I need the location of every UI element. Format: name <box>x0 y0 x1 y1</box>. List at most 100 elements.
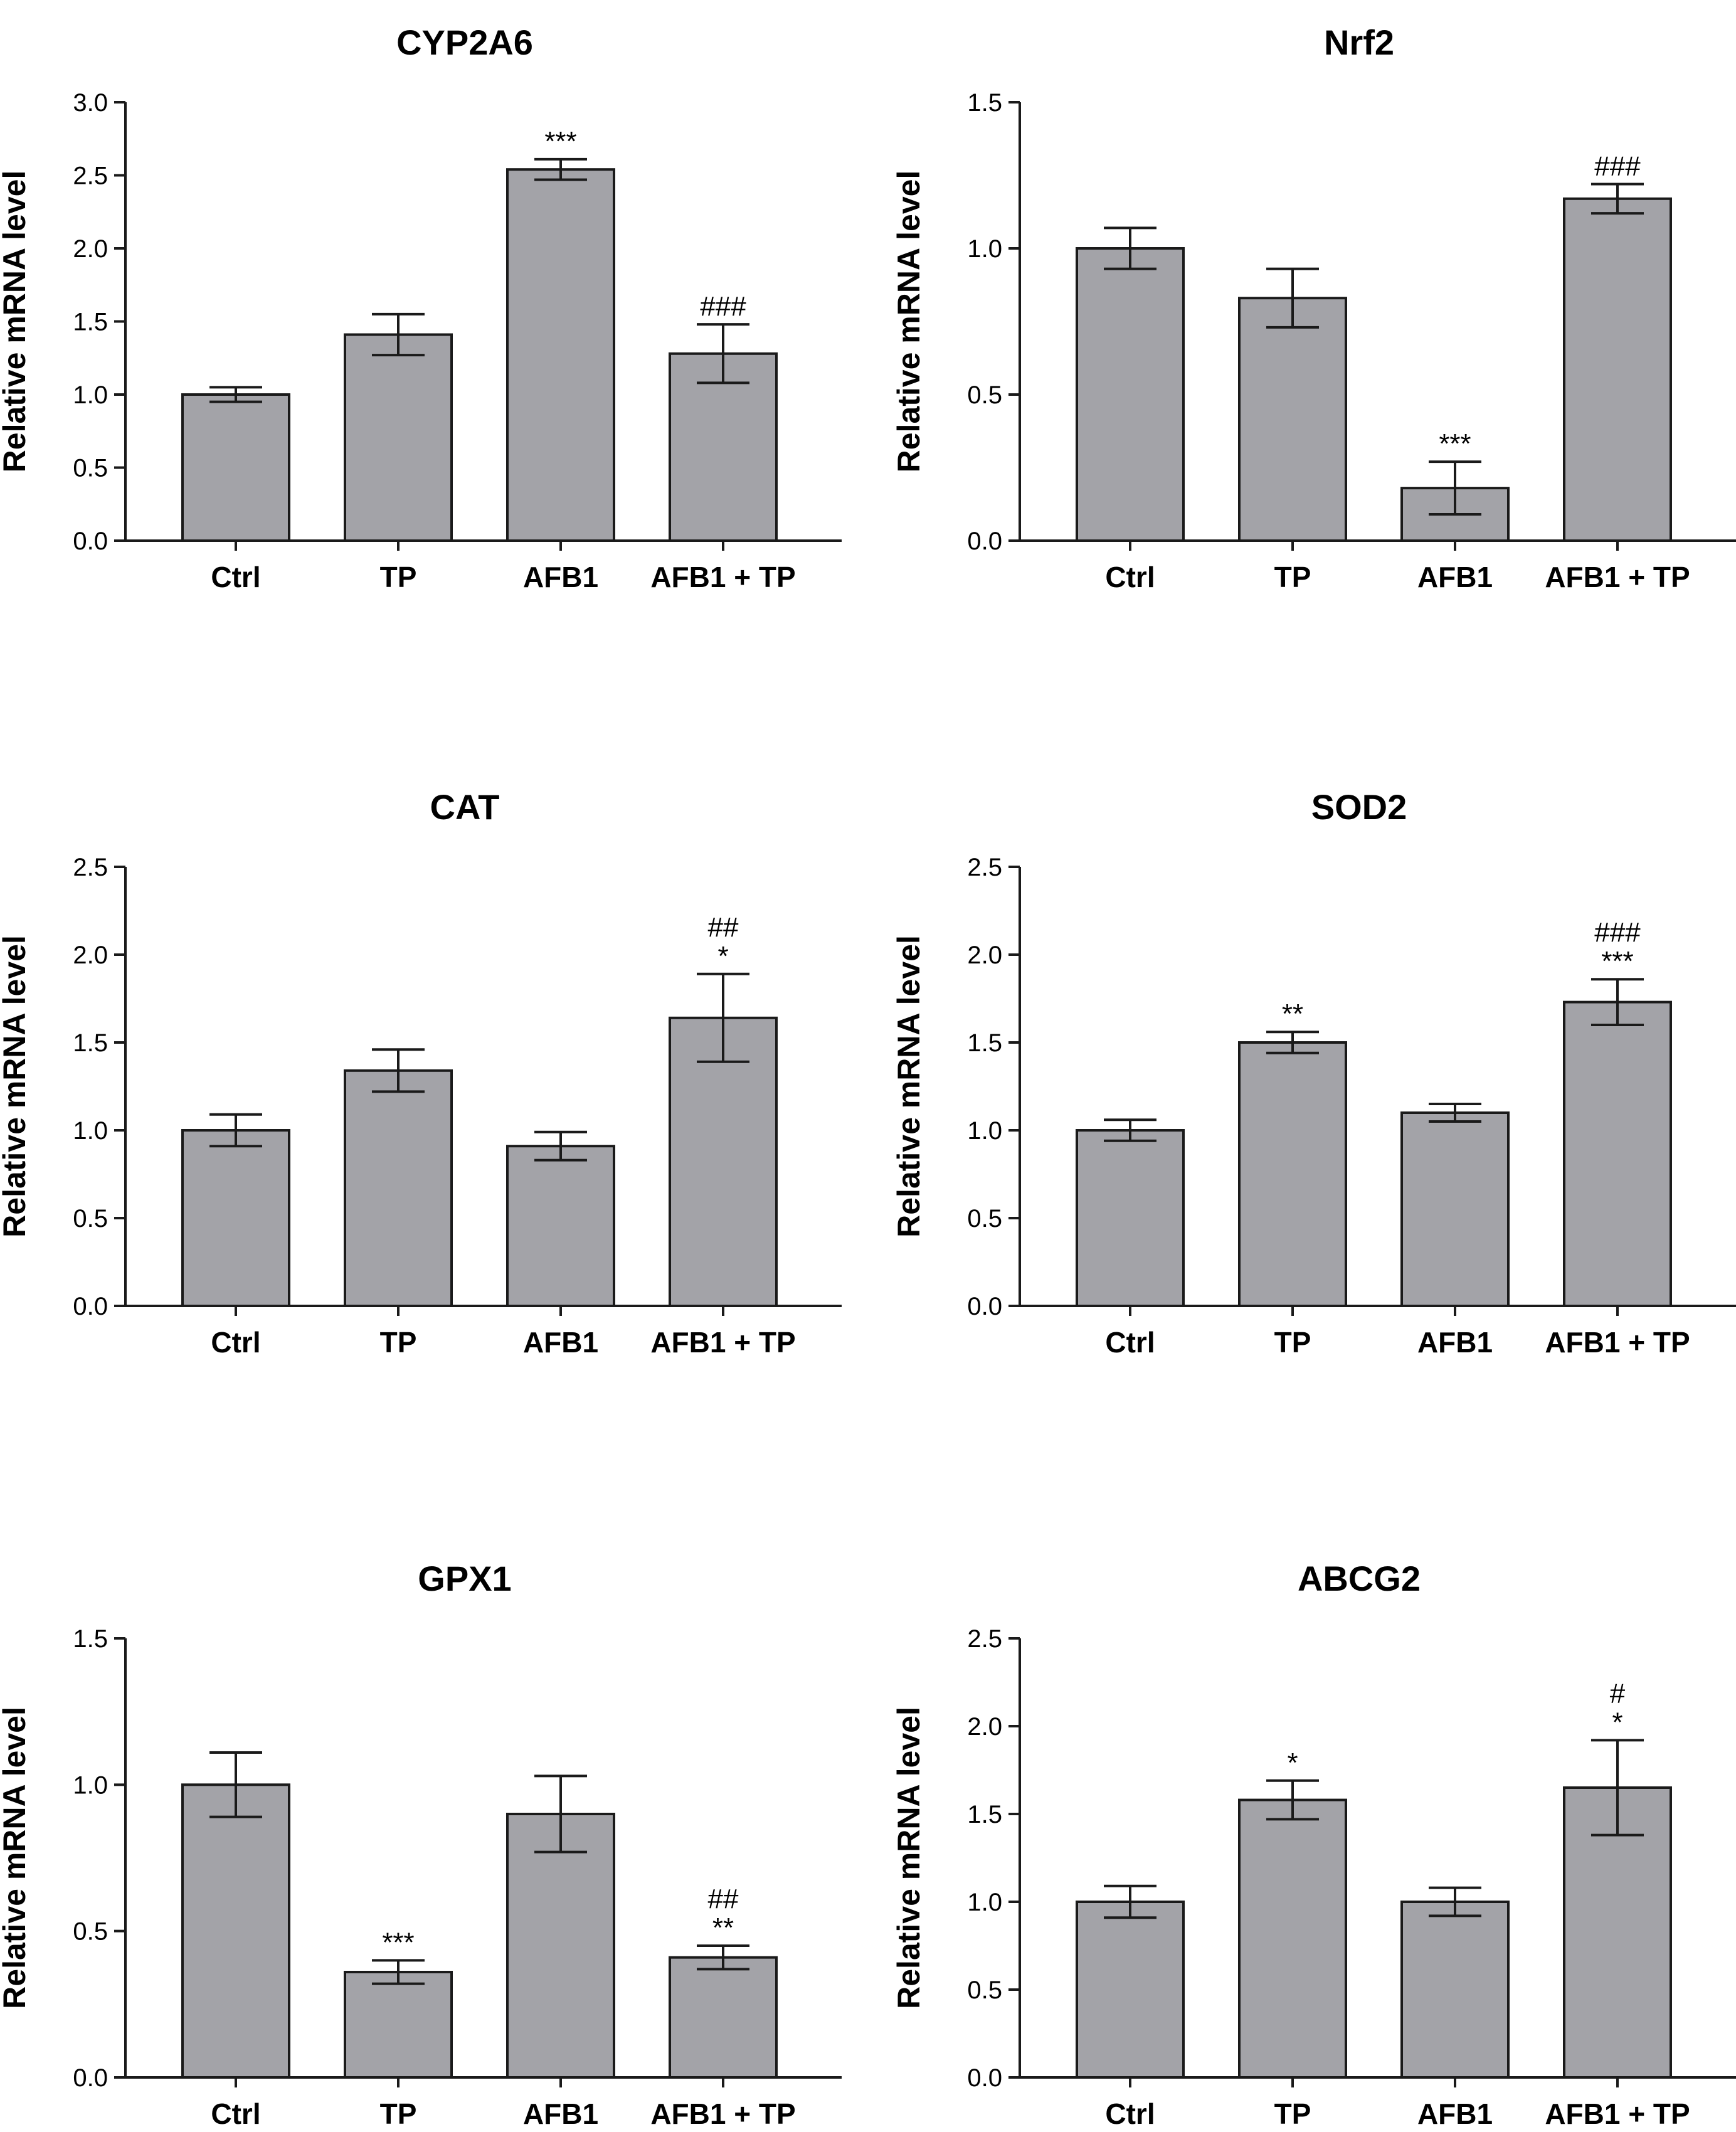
x-tick-label: Ctrl <box>1105 2098 1155 2130</box>
bar-chart-abcg2: ABCG2 Relative mRNA level 0.0 0.5 1.0 1.5 2.0 2… <box>891 1559 1736 2130</box>
bar <box>669 1956 778 2079</box>
x-tick-label: AFB1 + TP <box>650 2098 795 2130</box>
y-tick-label: 1.5 <box>73 1625 108 1653</box>
y-tick-label: 1.0 <box>967 1117 1002 1145</box>
x-tick-label: AFB1 <box>523 1326 598 1359</box>
y-tick-label: 0.5 <box>73 1918 108 1946</box>
x-tick-label: TP <box>380 561 417 593</box>
bar-chart-cyp2a6: CYP2A6 Relative mRNA level 0.0 0.5 1.0 1.5 2.0… <box>0 23 842 593</box>
significance-marker: ** <box>712 1912 734 1943</box>
y-tick-label: 1.0 <box>967 1889 1002 1916</box>
x-tick-label: Ctrl <box>1105 561 1155 593</box>
y-tick-label: 0.0 <box>73 2064 108 2092</box>
y-axis-label: Relative mRNA level <box>891 1707 926 2009</box>
significance-marker: ** <box>1282 999 1303 1029</box>
bar <box>344 333 453 542</box>
significance-marker: *** <box>1439 428 1471 459</box>
y-tick-label: 0.0 <box>73 1293 108 1320</box>
significance-marker: ### <box>1594 151 1641 181</box>
x-tick-label: AFB1 <box>523 561 598 593</box>
y-tick-label: 1.0 <box>967 235 1002 263</box>
chart-title: Nrf2 <box>1324 23 1394 62</box>
y-tick-label: 1.0 <box>73 1117 108 1145</box>
bar <box>506 168 615 542</box>
x-tick-label: Ctrl <box>211 561 260 593</box>
significance-marker: # <box>1610 1678 1626 1709</box>
bar <box>1238 297 1347 542</box>
y-axis-label: Relative mRNA level <box>0 1707 32 2009</box>
significance-marker: * <box>717 941 728 972</box>
bar <box>1238 1798 1347 2079</box>
bar <box>344 1971 453 2079</box>
bar <box>344 1069 453 1308</box>
x-tick-label: TP <box>1274 2098 1311 2130</box>
x-tick-label: TP <box>1274 561 1311 593</box>
x-tick-label: AFB1 <box>523 2098 598 2130</box>
y-tick-label: 3.0 <box>73 89 108 117</box>
bar <box>669 352 778 542</box>
y-axis-label: Relative mRNA level <box>891 171 926 473</box>
x-tick-label: TP <box>1274 1326 1311 1359</box>
y-tick-label: 1.5 <box>73 309 108 336</box>
bar <box>1076 247 1185 542</box>
y-tick-label: 2.0 <box>967 941 1002 969</box>
y-tick-label: 2.5 <box>967 1625 1002 1653</box>
x-tick-label: TP <box>380 2098 417 2130</box>
bar <box>181 393 290 542</box>
y-tick-label: 1.0 <box>73 1771 108 1799</box>
y-tick-label: 0.5 <box>73 455 108 482</box>
bar <box>1400 1901 1510 2079</box>
significance-marker: ## <box>708 912 739 943</box>
significance-marker: *** <box>382 1927 414 1958</box>
bar <box>506 1813 615 2079</box>
bar <box>1563 197 1672 542</box>
bar-chart-gpx1: GPX1 Relative mRNA level 0.0 0.5 1.0 1.5 Ctrl T… <box>0 1559 842 2130</box>
x-tick-label: Ctrl <box>1105 1326 1155 1359</box>
bar <box>181 1783 290 2079</box>
bar-chart-sod2: SOD2 Relative mRNA level 0.0 0.5 1.0 1.5 2.0 2.… <box>891 787 1736 1359</box>
bar <box>1238 1041 1347 1307</box>
bar <box>669 1016 778 1308</box>
y-axis-label: Relative mRNA level <box>0 935 32 1238</box>
significance-marker: ## <box>708 1884 739 1914</box>
y-axis-label: Relative mRNA level <box>891 935 926 1238</box>
x-tick-label: AFB1 <box>1417 561 1493 593</box>
y-tick-label: 0.5 <box>73 1205 108 1233</box>
x-tick-label: Ctrl <box>211 2098 260 2130</box>
significance-marker: ### <box>1594 917 1641 948</box>
y-tick-label: 1.0 <box>73 381 108 409</box>
significance-marker: ### <box>700 291 746 322</box>
x-tick-label: AFB1 + TP <box>1545 561 1690 593</box>
bar <box>1076 1901 1185 2079</box>
x-tick-label: AFB1 + TP <box>1545 1326 1690 1359</box>
x-tick-label: AFB1 <box>1417 2098 1493 2130</box>
significance-marker: *** <box>1601 946 1633 977</box>
x-tick-label: Ctrl <box>211 1326 260 1359</box>
bar <box>181 1129 290 1307</box>
y-tick-label: 1.5 <box>967 89 1002 117</box>
x-tick-label: AFB1 + TP <box>650 1326 795 1359</box>
chart-title: SOD2 <box>1311 787 1407 827</box>
bar <box>1563 1000 1672 1307</box>
y-tick-label: 1.5 <box>73 1029 108 1057</box>
bar <box>1076 1129 1185 1307</box>
chart-title: ABCG2 <box>1298 1559 1421 1598</box>
y-axis-label: Relative mRNA level <box>0 171 32 473</box>
y-tick-label: 0.0 <box>967 2064 1002 2092</box>
bar <box>506 1145 615 1307</box>
y-tick-label: 1.5 <box>967 1801 1002 1828</box>
y-tick-label: 2.0 <box>73 941 108 969</box>
significance-marker: * <box>1612 1707 1622 1737</box>
y-tick-label: 0.5 <box>967 1205 1002 1233</box>
y-tick-label: 0.5 <box>967 381 1002 409</box>
chart-title: GPX1 <box>418 1559 511 1598</box>
bar-chart-nrf2: Nrf2 Relative mRNA level 0.0 0.5 1.0 1.5 Ctrl T… <box>891 23 1736 593</box>
significance-marker: * <box>1287 1747 1298 1778</box>
y-tick-label: 0.0 <box>967 528 1002 555</box>
y-tick-label: 0.0 <box>967 1293 1002 1320</box>
bar-chart-cat: CAT Relative mRNA level 0.0 0.5 1.0 1.5 2.0 2.5… <box>0 787 842 1359</box>
x-tick-label: AFB1 + TP <box>1545 2098 1690 2130</box>
y-tick-label: 0.5 <box>967 1976 1002 2004</box>
y-tick-label: 2.5 <box>967 854 1002 881</box>
